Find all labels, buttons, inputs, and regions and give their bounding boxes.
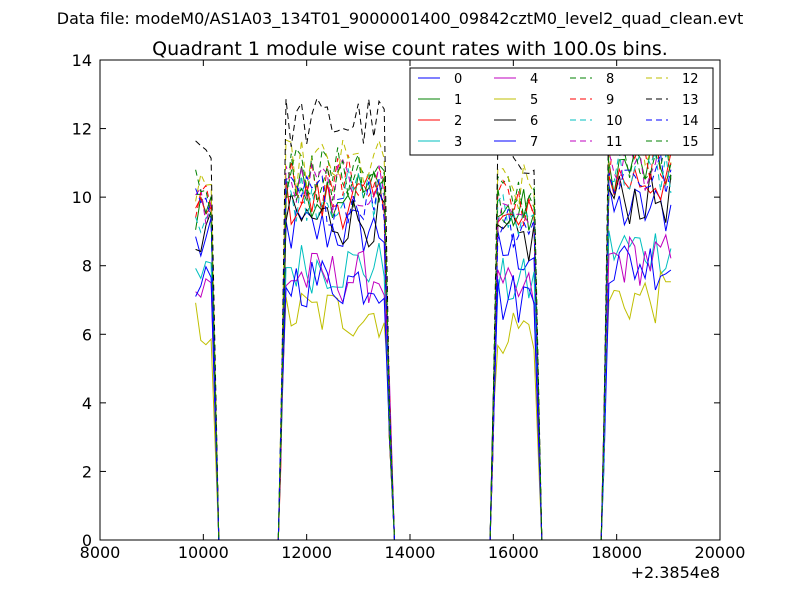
y-tick-label: 6 — [82, 325, 92, 344]
series-2-line — [195, 153, 672, 541]
legend-label-15: 15 — [682, 135, 699, 150]
series-4-line — [195, 233, 672, 541]
y-tick-label: 8 — [82, 257, 92, 276]
tick-layer: 8000 10000 12000 14000 16000 18000 20000 0 2 4 6 8 1… — [72, 51, 746, 562]
series-14-line — [195, 154, 672, 541]
x-offset-label: +2.3854e8 — [631, 563, 720, 582]
y-tick-label: 4 — [82, 394, 92, 413]
y-tick-label: 14 — [72, 51, 92, 70]
series-10-line — [195, 151, 672, 541]
series-0-line — [195, 183, 672, 541]
legend-label-9: 9 — [606, 93, 614, 108]
legend-box — [409, 67, 714, 156]
x-tick-label: 12000 — [281, 543, 332, 562]
series-5-line — [195, 269, 671, 541]
legend-label-5: 5 — [530, 93, 538, 108]
x-tick-label: 18000 — [591, 543, 642, 562]
y-tick-label: 10 — [72, 188, 92, 207]
series-3-line — [195, 230, 672, 541]
series-7-line — [195, 245, 672, 541]
series-1-line — [195, 138, 672, 541]
series-11-line — [195, 135, 672, 541]
series-15-line — [195, 129, 672, 541]
x-tick-label: 16000 — [488, 543, 539, 562]
series-6-line — [195, 171, 672, 541]
x-tick-label: 10000 — [178, 543, 229, 562]
legend-label-0: 0 — [454, 72, 462, 87]
x-tick-label: 14000 — [385, 543, 436, 562]
series-8-line — [195, 121, 671, 541]
y-tick-label: 0 — [82, 531, 92, 550]
legend-label-6: 6 — [530, 114, 538, 129]
x-tick-label: 8000 — [80, 543, 121, 562]
legend-label-2: 2 — [454, 114, 462, 129]
legend-label-12: 12 — [682, 72, 699, 87]
legend-label-4: 4 — [530, 72, 538, 87]
legend-label-13: 13 — [682, 93, 699, 108]
legend-label-3: 3 — [454, 135, 462, 150]
legend-label-7: 7 — [530, 135, 538, 150]
y-tick-label: 2 — [82, 462, 92, 481]
legend-label-1: 1 — [454, 93, 462, 108]
legend-label-8: 8 — [606, 72, 614, 87]
legend-label-11: 11 — [606, 135, 623, 150]
legend-label-10: 10 — [606, 114, 623, 129]
series-12-line — [195, 117, 672, 541]
y-tick-label: 12 — [72, 120, 92, 139]
chart-title: Quadrant 1 module wise count rates with … — [152, 38, 668, 60]
chart-suptitle: Data file: modeM0/AS1A03_134T01_90000014… — [57, 9, 743, 29]
legend-label-14: 14 — [682, 114, 699, 129]
x-tick-label: 20000 — [695, 543, 746, 562]
series-9-line — [195, 130, 672, 541]
